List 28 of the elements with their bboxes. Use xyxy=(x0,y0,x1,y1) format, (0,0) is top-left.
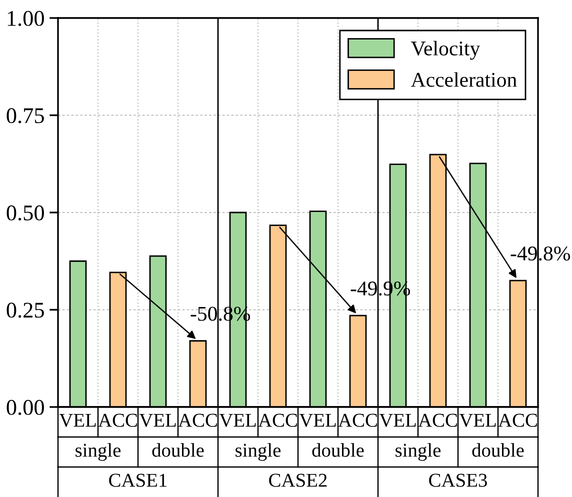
legend-label: Acceleration xyxy=(410,72,517,87)
x-tick-label: VEL xyxy=(299,414,336,427)
text: CASE3 xyxy=(429,474,487,487)
text: CASE1 xyxy=(109,474,167,487)
x-tick-label: ACC xyxy=(338,414,377,427)
y-tick-label: 1.00 xyxy=(8,10,44,26)
text: single xyxy=(236,443,281,461)
y-tick-label: 0.50 xyxy=(6,205,44,221)
text: double xyxy=(152,443,204,457)
text: double xyxy=(472,443,524,457)
text: CASE2 xyxy=(269,474,327,487)
x-tick-label: VEL xyxy=(139,414,176,427)
x-tick-label: VEL xyxy=(379,414,416,427)
legend-label: Velocity xyxy=(410,40,480,60)
y-tick-label: 0.25 xyxy=(6,302,44,318)
y-tick-label: 0.75 xyxy=(6,108,44,124)
x-tick-label: ACC xyxy=(98,414,137,427)
x-tick-label: VEL xyxy=(59,414,96,427)
text: single xyxy=(396,443,441,461)
x-tick-label: ACC xyxy=(258,414,297,427)
x-tick-label: ACC xyxy=(498,414,537,427)
x-tick-label: VEL xyxy=(459,414,496,427)
x-tick-label: ACC xyxy=(178,414,217,427)
text: single xyxy=(76,443,121,461)
x-tick-label: VEL xyxy=(219,414,256,427)
y-tick-label: 0.00 xyxy=(6,400,44,416)
x-tick-label: ACC xyxy=(418,414,457,427)
text: double xyxy=(312,443,364,457)
